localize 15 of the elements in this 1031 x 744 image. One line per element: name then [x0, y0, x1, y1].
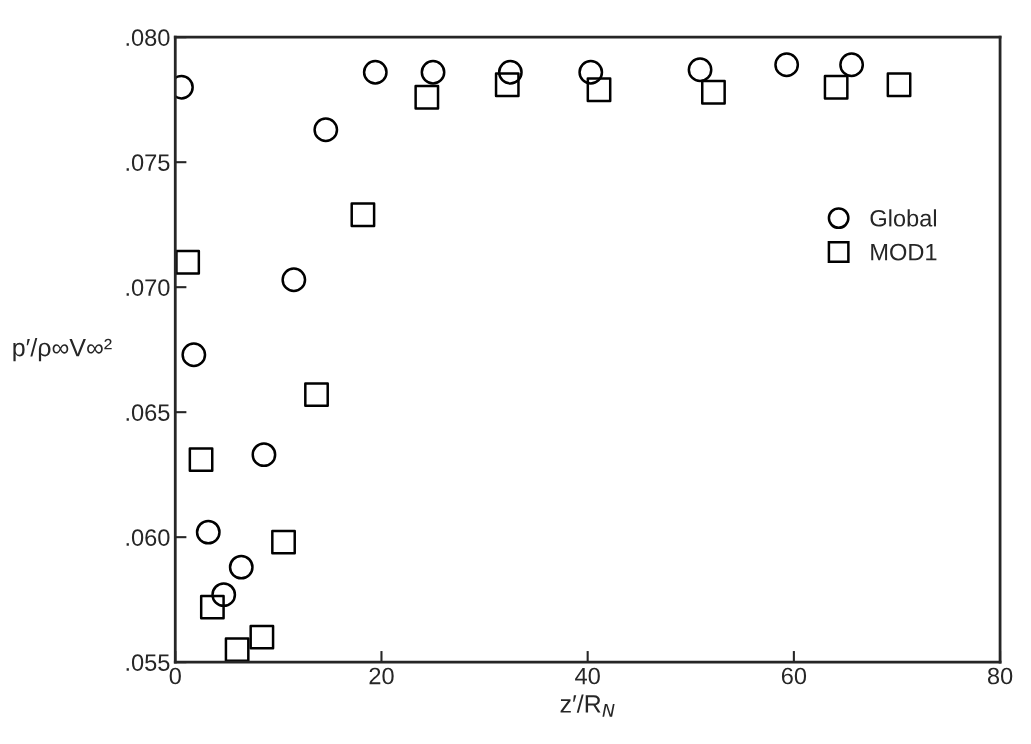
x-tick-label: 20: [369, 667, 394, 685]
y-tick-label: .075: [126, 154, 170, 171]
x-tick-label: 60: [781, 667, 807, 685]
x-tick-label: 40: [575, 667, 600, 685]
x-axis-title: z′/R$_{N}$: [560, 694, 615, 717]
legend-label: MOD1: [871, 243, 937, 261]
legend-label: Global: [870, 209, 937, 227]
y-tick-label: .055: [126, 654, 170, 671]
y-tick-label: .070: [126, 279, 170, 296]
y-axis-title: p′/ρ∞V∞²: [13, 338, 112, 362]
y-tick-label: .065: [126, 404, 170, 421]
x-tick-label: 80: [987, 667, 1013, 685]
y-tick-label: .080: [126, 29, 170, 46]
x-tick-label: 0: [169, 667, 181, 685]
y-tick-label: .060: [126, 529, 170, 546]
